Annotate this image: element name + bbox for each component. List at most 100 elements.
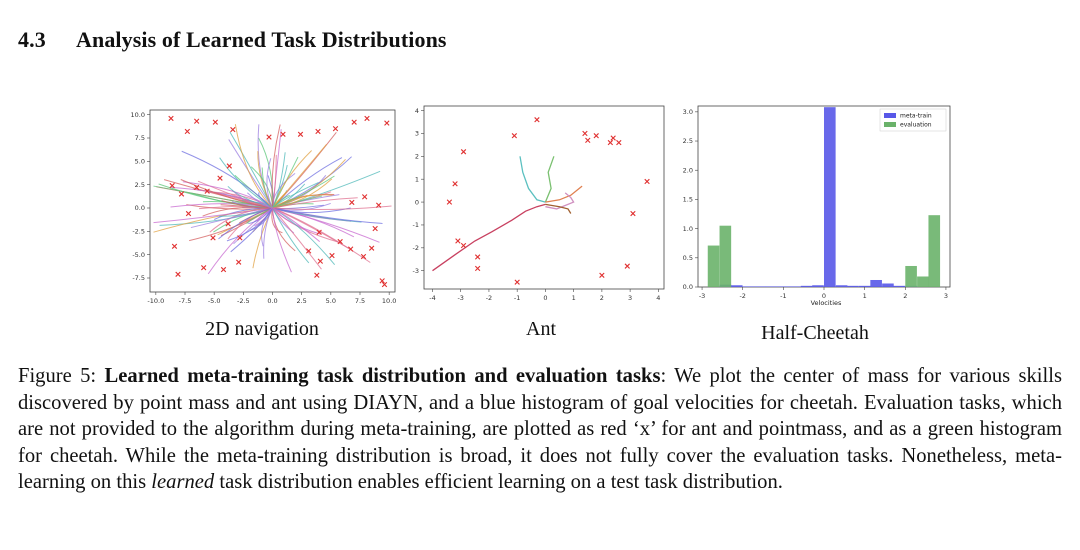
x-stroke (630, 210, 636, 217)
x-stroke (474, 265, 481, 272)
hc-bar-meta-train (882, 283, 894, 287)
chart-2d-navigation: -10.0 -7.5 -5.0 -2.5 0.0 2.5 5.0 7.5 10.0 10.0 7.5… (131, 109, 396, 305)
x-stroke (582, 130, 588, 137)
hc-bar-meta-train (824, 107, 836, 287)
nav-trajectory (158, 183, 273, 209)
section-heading: 4.3 Analysis of Learned Task Distribution… (18, 27, 447, 53)
nav-eval-task-marker (315, 128, 321, 135)
nav-trajectory (272, 154, 277, 209)
nav-eval-task-marker (185, 210, 192, 217)
hc-y-tick-label: 2.0 (683, 166, 693, 174)
ant-y-tick-label: -1 (413, 221, 419, 229)
figure-half-cheetah: -3 -2 -1 0 1 2 3 0.0 0.5 1.0 1.5 2.0 2.5 3.0 Velocitie… (672, 100, 957, 315)
nav-eval-task-marker (316, 229, 322, 235)
label-ant: Ant (526, 318, 556, 340)
ant-trajectory (545, 185, 583, 203)
nav-eval-task-marker (168, 115, 174, 122)
hc-y-tick-label: 2.5 (683, 137, 693, 145)
nav-y-tick-label: -7.5 (132, 274, 145, 282)
nav-trajectory (271, 124, 281, 209)
ant-eval-task-marker (624, 263, 630, 269)
section-title: Analysis of Learned Task Distributions (76, 27, 447, 52)
x-stroke (230, 126, 236, 133)
nav-trajectory (272, 152, 286, 209)
chart-half-cheetah: -3 -2 -1 0 1 2 3 0.0 0.5 1.0 1.5 2.0 2.5 3.0 Velocitie… (683, 105, 951, 307)
hc-y-tick-label: 1.5 (683, 196, 693, 204)
x-stroke (171, 243, 178, 249)
hc-y-tick-label: 0.0 (683, 283, 693, 291)
ant-y-tick-label: -3 (413, 267, 419, 275)
x-stroke (297, 131, 304, 137)
nav-x-tick-label: -2.5 (237, 297, 250, 305)
nav-eval-task-marker (317, 258, 324, 264)
nav-skill-trajectories (153, 124, 392, 275)
ant-x-tick-label: -1 (514, 294, 520, 302)
x-stroke (460, 149, 467, 155)
nav-eval-task-marker (361, 194, 368, 200)
nav-x-tick-label: 7.5 (355, 297, 365, 305)
x-stroke (375, 202, 382, 208)
ant-y-tick-label: 2 (415, 153, 419, 161)
ant-eval-task-marker (644, 178, 650, 185)
hc-y-tick-label: 1.0 (683, 225, 693, 233)
x-stroke (349, 199, 355, 206)
x-stroke (593, 133, 599, 139)
ant-eval-task-marker (452, 181, 458, 187)
legend-label: meta-train (900, 113, 932, 120)
nav-eval-task-marker (171, 243, 178, 249)
nav-eval-task-marker (225, 221, 231, 227)
x-stroke (168, 115, 174, 122)
x-stroke (379, 278, 385, 284)
x-stroke (452, 181, 458, 187)
nav-trajectory (272, 207, 349, 249)
ant-eval-task-marker (446, 199, 453, 205)
nav-eval-task-marker (226, 163, 233, 169)
hc-x-tick-label: 3 (944, 292, 948, 300)
x-stroke (266, 134, 272, 140)
caption-bold-title: Learned meta-training task distribution … (104, 365, 661, 387)
figure-ant: -4 -3 -2 -1 0 1 2 3 4 4 3 2 1 0 -1 -2 -3 (400, 100, 672, 310)
x-stroke (381, 281, 388, 288)
ant-eval-task-marker (599, 272, 605, 278)
section-number: 4.3 (18, 27, 46, 52)
nav-eval-task-marker (169, 182, 175, 189)
x-stroke (220, 266, 227, 273)
nav-x-tick-label: -10.0 (147, 297, 164, 305)
nav-x-tick-label: 10.0 (382, 297, 396, 305)
ant-eval-task-marker (616, 139, 622, 146)
x-stroke (368, 245, 375, 251)
ant-y-tick-label: 3 (415, 130, 419, 138)
nav-y-tick-label: 5.0 (135, 158, 145, 166)
nav-trajectory (192, 188, 273, 209)
figure-2d-navigation: -10.0 -7.5 -5.0 -2.5 0.0 2.5 5.0 7.5 10.0 10.0 7.5… (120, 100, 410, 310)
nav-eval-task-marker (280, 131, 286, 137)
hc-bar-meta-train (742, 286, 755, 287)
hc-bar-meta-train (730, 285, 743, 287)
ant-eval-task-marker (534, 117, 540, 123)
x-stroke (193, 184, 200, 191)
nav-eval-task-marker (217, 175, 223, 181)
nav-y-tick-label: 10.0 (131, 111, 145, 119)
x-stroke (217, 175, 223, 181)
nav-trajectory (257, 207, 273, 222)
x-stroke (329, 252, 335, 259)
nav-eval-task-marker (210, 235, 216, 241)
ant-eval-task-marker (610, 135, 616, 141)
x-stroke (193, 118, 200, 124)
x-stroke (175, 271, 181, 277)
ant-eval-task-marker (630, 210, 636, 217)
ant-eval-task-marker (593, 133, 599, 139)
label-half-cheetah: Half-Cheetah (761, 322, 869, 344)
nav-trajectory (153, 207, 273, 224)
hc-y-tick-label: 0.5 (683, 254, 693, 262)
figure-caption: Figure 5: Learned meta-training task dis… (18, 363, 1062, 496)
ant-x-tick-label: -3 (457, 294, 463, 302)
nav-trajectory (181, 150, 273, 209)
nav-trajectory (266, 158, 273, 209)
nav-eval-task-marker (297, 131, 304, 137)
hc-bar-meta-train (765, 286, 778, 287)
nav-x-tick-label: 2.5 (296, 297, 306, 305)
nav-trajectory (226, 207, 273, 242)
hc-bar-evaluation (707, 245, 720, 287)
nav-eval-task-marker (175, 271, 181, 277)
